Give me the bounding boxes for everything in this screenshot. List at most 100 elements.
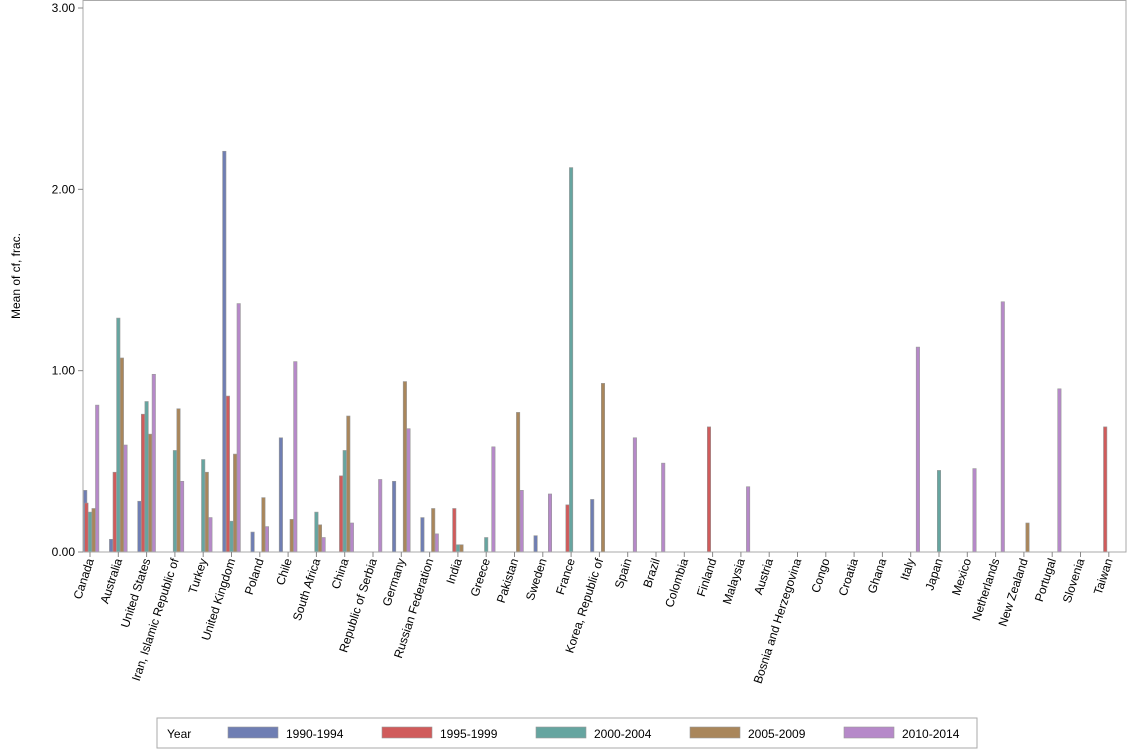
bar-united-states-2000-2004 (144, 401, 149, 553)
bar-iran-islamic-republic-of-2010-2014 (180, 480, 185, 553)
x-tick-label: Australia (97, 556, 125, 605)
bar-france-2000-2004 (569, 167, 574, 553)
x-tick-label: South Africa (290, 556, 323, 622)
bar-australia-1995-1999 (112, 471, 117, 553)
bar-portugal-2010-2014 (1057, 388, 1062, 553)
bar-korea-republic-of-2005-2009 (600, 383, 605, 553)
bar-india-1995-1999 (452, 508, 457, 553)
bar-italy-2010-2014 (915, 346, 920, 553)
bar-chile-2005-2009 (289, 519, 294, 553)
legend-swatch (689, 726, 741, 739)
legend-item-label: 2005-2009 (748, 727, 806, 741)
bar-chile-1990-1994 (278, 437, 283, 553)
x-tick-label: India (443, 556, 464, 585)
bar-sweden-2010-2014 (547, 493, 552, 553)
x-tick-label: Germany (380, 557, 409, 608)
bar-china-2010-2014 (349, 522, 354, 553)
bar-russian-federation-1990-1994 (420, 517, 425, 553)
bar-canada-2000-2004 (88, 511, 93, 553)
x-tick-label: Netherlands (969, 557, 1002, 623)
bar-united-states-1990-1994 (137, 500, 142, 553)
x-tick-label: Portugal (1032, 557, 1059, 604)
bar-france-1995-1999 (565, 504, 570, 553)
x-tick-label: Congo (808, 556, 832, 594)
bar-australia-2010-2014 (123, 444, 128, 553)
bar-china-1995-1999 (339, 475, 344, 553)
bar-mexico-2010-2014 (972, 468, 977, 553)
x-tick-label: Pakistan (494, 557, 522, 605)
bar-iran-islamic-republic-of-2000-2004 (172, 450, 177, 553)
bar-greece-2010-2014 (491, 446, 496, 553)
x-tick-label: China (329, 556, 352, 590)
bar-malaysia-2010-2014 (746, 486, 751, 553)
bar-canada-2010-2014 (95, 404, 100, 553)
bar-republic-of-serbia-2010-2014 (378, 479, 383, 553)
bar-taiwan-1995-1999 (1103, 426, 1108, 553)
x-tick-label: Ghana (865, 556, 890, 595)
bar-united-states-1995-1999 (141, 413, 146, 553)
bar-india-2005-2009 (459, 544, 464, 553)
bar-brazil-2010-2014 (661, 462, 666, 553)
x-tick-label: Brazil (640, 557, 663, 590)
bar-turkey-2000-2004 (201, 459, 206, 553)
bar-united-kingdom-2010-2014 (236, 303, 241, 553)
bar-iran-islamic-republic-of-2005-2009 (176, 408, 181, 553)
bar-united-states-2010-2014 (151, 373, 156, 553)
bar-south-africa-2010-2014 (321, 537, 326, 553)
legend-item-label: 2010-2014 (902, 727, 960, 741)
bar-united-kingdom-1995-1999 (225, 395, 230, 553)
x-tick-label: Finland (694, 557, 719, 599)
bar-germany-2010-2014 (406, 428, 411, 553)
bar-australia-2005-2009 (119, 357, 124, 553)
y-tick-label: 3.00 (52, 1, 76, 15)
x-tick-label: Turkey (186, 557, 211, 596)
x-tick-label: Italy (897, 557, 917, 582)
x-tick-label: Greece (468, 556, 494, 598)
legend-swatch (227, 726, 279, 739)
bar-australia-2000-2004 (116, 317, 121, 553)
bar-china-2000-2004 (342, 450, 347, 553)
bar-canada-1995-1999 (84, 502, 89, 553)
y-tick-label: 2.00 (52, 182, 76, 196)
bar-south-africa-2000-2004 (314, 511, 319, 553)
bar-india-2000-2004 (455, 544, 460, 553)
bar-greece-2000-2004 (484, 537, 489, 553)
legend-item-label: 1990-1994 (286, 727, 344, 741)
legend-item-label: 1995-1999 (440, 727, 498, 741)
x-tick-label: Malaysia (720, 556, 748, 606)
x-tick-label: Spain (612, 557, 635, 591)
y-tick-label: 0.00 (52, 545, 76, 559)
bar-united-states-2005-2009 (148, 433, 153, 553)
bar-chile-2010-2014 (293, 361, 298, 553)
bar-united-kingdom-1990-1994 (222, 150, 227, 553)
bar-germany-1990-1994 (392, 480, 397, 553)
x-tick-label: New Zealand (996, 557, 1031, 629)
bar-finland-1995-1999 (706, 426, 711, 553)
x-tick-label: Sweden (523, 557, 550, 603)
bar-poland-1990-1994 (250, 531, 255, 553)
bar-united-kingdom-2000-2004 (229, 520, 234, 553)
x-tick-label: Colombia (662, 556, 691, 609)
bar-spain-2010-2014 (632, 437, 637, 553)
bar-china-2005-2009 (346, 415, 351, 553)
bar-netherlands-2010-2014 (1000, 301, 1005, 553)
x-tick-label: Slovenia (1060, 556, 1088, 604)
bar-united-kingdom-2005-2009 (233, 453, 238, 553)
x-tick-label: Taiwan (1091, 557, 1116, 597)
bar-poland-2010-2014 (264, 526, 269, 553)
y-axis-label: Mean of cf, frac. (9, 233, 23, 319)
legend-swatch (535, 726, 587, 739)
bar-canada-2005-2009 (91, 508, 96, 553)
x-tick-label: Chile (273, 556, 295, 587)
bar-australia-1990-1994 (109, 539, 114, 553)
legend-swatch (843, 726, 895, 739)
bar-japan-2000-2004 (936, 470, 941, 553)
legend-title: Year (167, 727, 191, 741)
bar-poland-2005-2009 (261, 497, 266, 553)
x-tick-label: Croatia (836, 556, 861, 597)
bar-pakistan-2005-2009 (516, 412, 521, 553)
x-tick-label: Austria (751, 556, 776, 596)
x-tick-label: Japan (922, 557, 945, 592)
legend-item-label: 2000-2004 (594, 727, 652, 741)
